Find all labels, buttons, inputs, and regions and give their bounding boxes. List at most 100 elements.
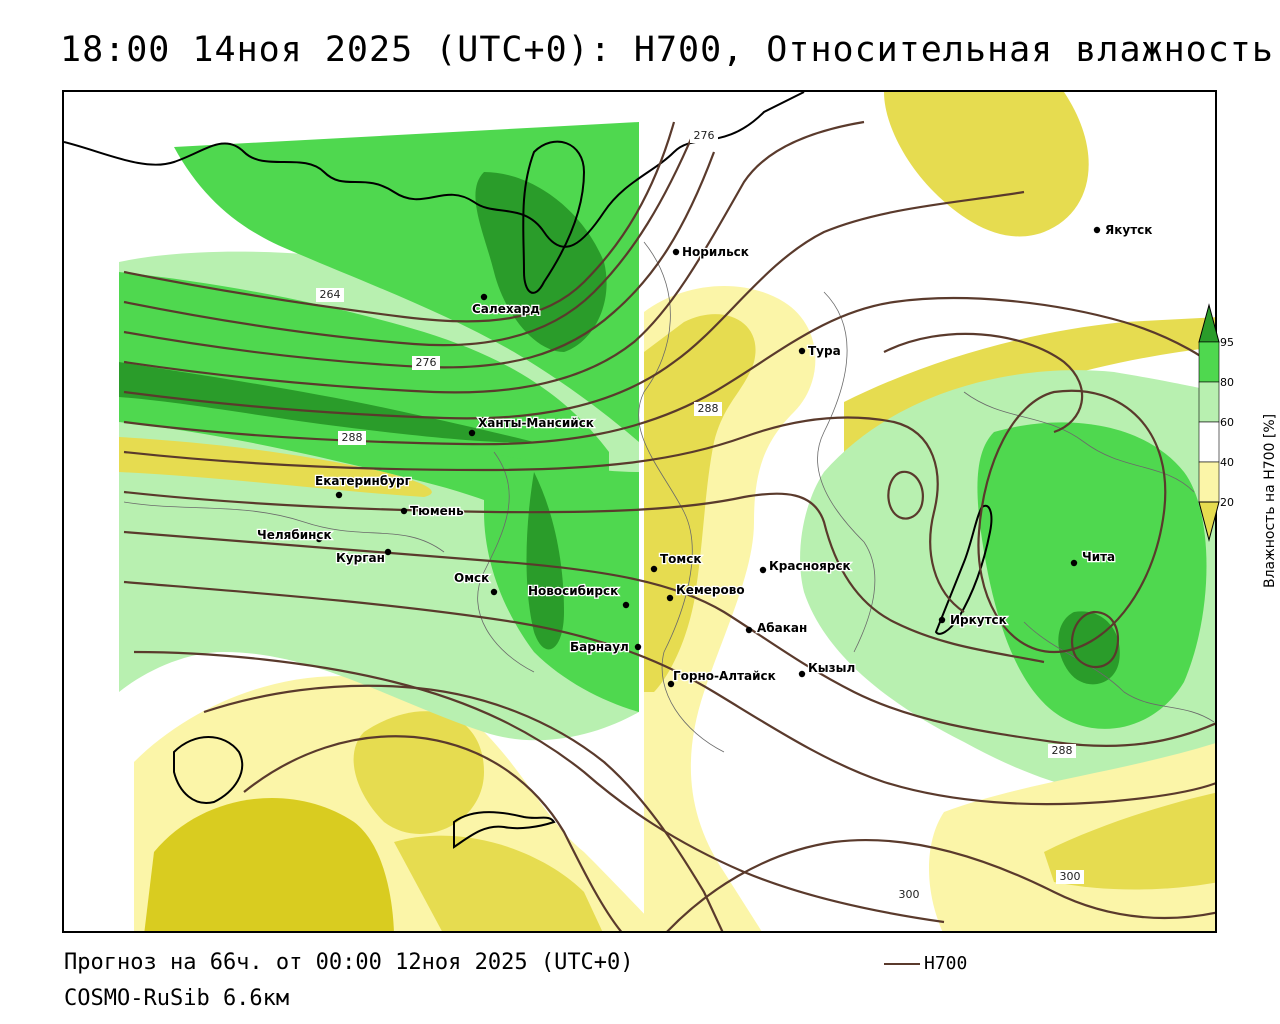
city-markers: Якутск Норильск Салехард Тура Ханты-Мансийск… [256,222,1154,688]
h700-contour [243,735,623,931]
contour-label-text: 288 [342,431,363,444]
contour-label: 288 [694,402,722,416]
wet-region-east [977,422,1207,729]
contour-labels: 276 264 276 288 288 288 300 300 [316,129,1084,902]
city-label: Абакан [757,621,807,635]
city-18: Горно-Алтайск [667,668,777,688]
h700-contour [666,838,1215,931]
h700-contours [123,120,1215,931]
colorbar-tick: 80 [1220,376,1234,389]
colorbar-title: Влажность на H700 [%] [1262,413,1278,588]
city-dot [759,566,767,574]
city-label: Тура [808,344,841,358]
city-label: Барнаул [570,640,629,654]
city-label: Горно-Алтайск [673,669,776,683]
h700-contour [203,684,724,931]
city-6: Тюмень [400,503,465,519]
h700-contour [123,151,716,369]
h700-contour [123,490,1045,664]
city-8: Курган [335,548,392,566]
city-4: Ханты-Мансийск [468,415,595,437]
city-dot [650,565,658,573]
contour-label: 300 [895,888,923,902]
city-3: Тура [798,343,842,359]
city-dot [384,548,392,556]
very-dry-region-southeast [1044,792,1215,890]
colorbar-segment-very-wet [1198,341,1220,383]
city-dot [1070,559,1078,567]
h700-contour [887,470,924,520]
contour-label-text: 276 [416,356,437,369]
very-wet-streak-central [526,472,564,650]
humidity-colorbar: 95 80 60 40 20 [1198,303,1234,542]
contour-label-text: 300 [899,888,920,901]
colorbar-tick: 20 [1220,496,1234,509]
h700-contour [123,580,1215,806]
city-dot [490,588,498,596]
contour-label: 276 [690,129,718,143]
contour-label: 288 [1048,744,1076,758]
h700-contour [123,416,965,613]
city-label: Омск [454,571,489,585]
city-label: Салехард [472,302,540,316]
city-dot [622,601,630,609]
h700-legend-label: H700 [924,953,968,974]
colorbar-tick: 60 [1220,416,1234,429]
city-label: Кемерово [676,583,745,597]
city-13: Кемерово [666,582,746,602]
city-16: Чита [1070,549,1116,567]
city-19: Кызыл [798,660,857,678]
city-dot [335,491,343,499]
city-dot [480,293,488,301]
city-dot [745,626,753,634]
forecast-info: Прогноз на 66ч. от 00:00 12ноя 2025 (UTC… [64,950,634,975]
h700-legend: H700 [884,953,967,974]
contour-label-bg [1056,870,1084,884]
very-wet-region-arctic [475,172,607,352]
contour-label-bg [338,431,366,445]
city-label: Томск [660,552,702,566]
contour-label-text: 276 [694,129,715,142]
contour-label: 300 [1056,870,1084,884]
city-dot [798,347,806,355]
city-dot [798,670,806,678]
city-2: Салехард [471,293,542,317]
h700-contour [977,389,1167,654]
city-10: Новосибирск [527,583,630,609]
map-canvas: 276 264 276 288 288 288 300 300 Якутск Норильск С… [64,92,1215,931]
colorbar-top-arrow [1198,303,1220,343]
border-line [123,501,445,553]
lake-baikal [934,504,993,635]
contour-label-bg [690,129,718,143]
h700-contour [883,332,1084,434]
city-dot [1093,226,1101,234]
map-area: 276 264 276 288 288 288 300 300 Якутск Норильск С… [62,90,1217,933]
border-line [477,451,535,673]
city-7: Челябинск [256,527,333,544]
city-label: Курган [336,551,385,565]
h700-contour [123,121,676,323]
very-dry-region-south [353,711,484,834]
colorbar-bottom-arrow [1198,501,1220,542]
city-dot [400,507,408,515]
city-label: Чита [1082,550,1115,564]
city-label: Красноярск [769,559,851,573]
contour-label-bg [895,888,923,902]
border-line [1023,621,1215,723]
border-line [638,241,725,753]
colorbar-segment-neutral [1198,421,1220,463]
city-label: Иркутск [950,613,1007,627]
h700-contour [133,650,945,924]
coastlines [64,92,993,849]
city-14: Абакан [745,620,809,636]
contour-label-text: 264 [320,288,341,301]
h700-contour [123,120,865,394]
contour-label-text: 288 [698,402,719,415]
city-label: Норильск [682,245,749,259]
city-dot [315,535,323,543]
city-label: Кызыл [808,661,855,675]
h700-contour [123,190,1025,420]
caspian-sea [173,736,244,804]
city-label: Якутск [1105,223,1152,237]
contour-label: 264 [316,288,344,302]
